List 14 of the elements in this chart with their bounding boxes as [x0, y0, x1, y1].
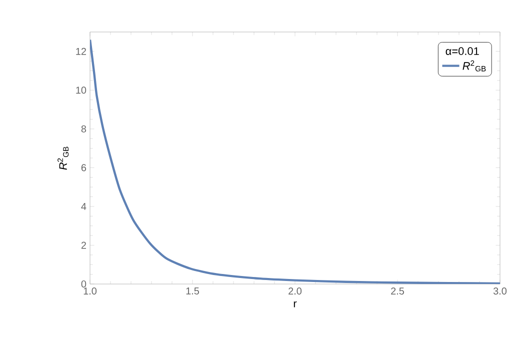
x-tick-label: 3.0 [493, 288, 507, 295]
x-tick-label: 1.0 [84, 288, 97, 295]
x-tick-label: 2.0 [288, 288, 302, 295]
legend-title: α=0.01 [446, 47, 479, 56]
x-axis-title: r [294, 301, 297, 308]
y-tick-label: 12 [76, 48, 86, 55]
x-tick-label: 2.5 [391, 288, 404, 295]
x-tick-label: 1.5 [186, 288, 200, 294]
y-tick-label: 8 [81, 125, 86, 132]
y-tick-label: 10 [76, 86, 86, 94]
y-tick-label: 0 [81, 280, 86, 288]
y-tick-label: 6 [81, 164, 86, 172]
y-tick-label: 4 [81, 203, 86, 210]
y-tick-label: 2 [81, 242, 86, 249]
